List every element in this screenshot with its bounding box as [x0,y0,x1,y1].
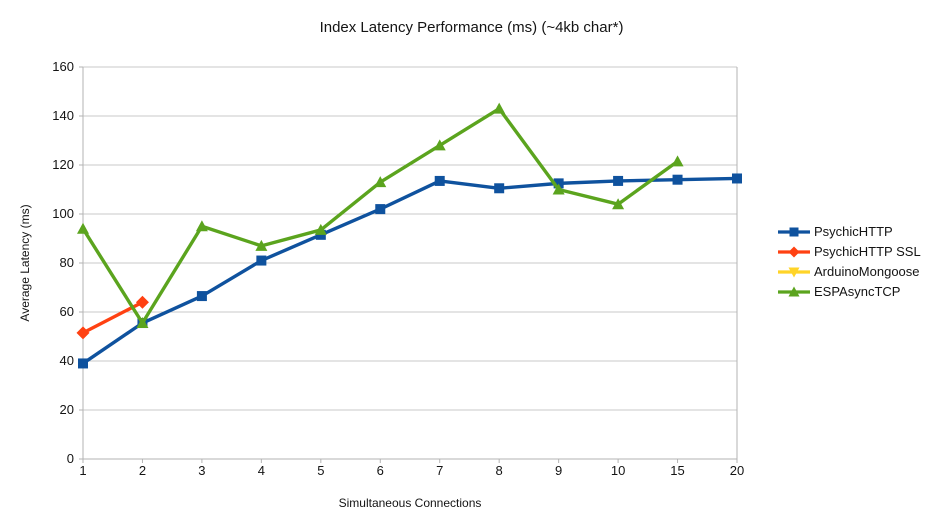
y-tick-label: 0 [66,451,74,466]
y-tick-label: 120 [52,157,74,172]
series-point-ESPAsyncTCP [314,223,327,235]
series-point-PsychicHTTP [78,358,88,369]
legend-label: PsychicHTTP [814,224,893,239]
series-line-ESPAsyncTCP [81,106,679,325]
series-point-ESPAsyncTCP [374,176,387,188]
series-point-PsychicHTTP [553,178,564,189]
series-point-ESPAsyncTCP [671,155,684,167]
x-tick-label: 6 [376,463,384,478]
legend: PsychicHTTP PsychicHTTP SSL ArduinoMongoos… [778,225,921,299]
series-point-ESPAsyncTCP [433,139,446,151]
y-tick-label: 140 [52,108,74,123]
legend-label: PsychicHTTP SSL [814,244,921,259]
series-point-PsychicHTTP [672,174,683,185]
series-point-PsychicHTTP [434,175,445,186]
x-tick-label: 5 [317,463,325,478]
legend-item-arduinomongoose: ArduinoMongoose [778,265,921,279]
y-tick-label: 40 [59,353,74,368]
series-point-PsychicHTTP [494,183,505,194]
x-tick-label: 10 [610,463,626,478]
x-tick-label: 2 [138,463,147,478]
x-tick-label: 3 [198,463,206,478]
series-point-ESPAsyncTCP [552,183,565,195]
x-axis-title: Simultaneous Connections [338,496,482,510]
series-point-PsychicHTTP [256,255,267,266]
legend-key-icon [778,286,810,297]
y-tick-label: 20 [59,402,74,417]
series-point-PsychicHTTP SSL [135,295,149,309]
series-point-ESPAsyncTCP [612,198,625,210]
series-point-PsychicHTTP [196,291,207,302]
x-tick-label: 7 [436,463,444,478]
series-point-ESPAsyncTCP [77,222,89,234]
y-tick-label: 100 [52,206,74,221]
legend-item-psychichttp-ssl: PsychicHTTP SSL [778,245,921,259]
x-tick-label: 1 [79,463,87,478]
x-tick-label: 15 [670,463,685,478]
legend-key-icon [778,246,810,258]
series-point-PsychicHTTP [375,204,386,215]
series-point-ESPAsyncTCP [136,317,149,329]
y-tick-label: 160 [52,59,74,74]
series-point-ESPAsyncTCP [255,239,268,251]
x-tick-label: 20 [729,463,745,478]
legend-key-icon [778,267,810,278]
series-point-ESPAsyncTCP [493,102,506,114]
y-tick-label: 80 [59,255,74,270]
series-point-PsychicHTTP [613,175,624,186]
y-tick-label: 60 [59,304,74,319]
series-point-PsychicHTTP [732,173,742,184]
chart-title: Index Latency Performance (ms) (~4kb cha… [319,19,624,36]
series-line-PsychicHTTP [82,176,738,365]
series-point-ESPAsyncTCP [195,220,208,232]
x-tick-label: 8 [495,463,503,478]
series-point-PsychicHTTP SSL [76,326,90,340]
x-tick-label: 9 [555,463,563,478]
legend-key-icon [778,227,810,237]
legend-label: ESPAsyncTCP [814,284,901,299]
legend-label: ArduinoMongoose [814,264,920,279]
legend-item-espasynctcp: ESPAsyncTCP [778,285,921,299]
legend-item-psychichttp: PsychicHTTP [778,225,921,239]
x-tick-label: 4 [257,463,265,478]
